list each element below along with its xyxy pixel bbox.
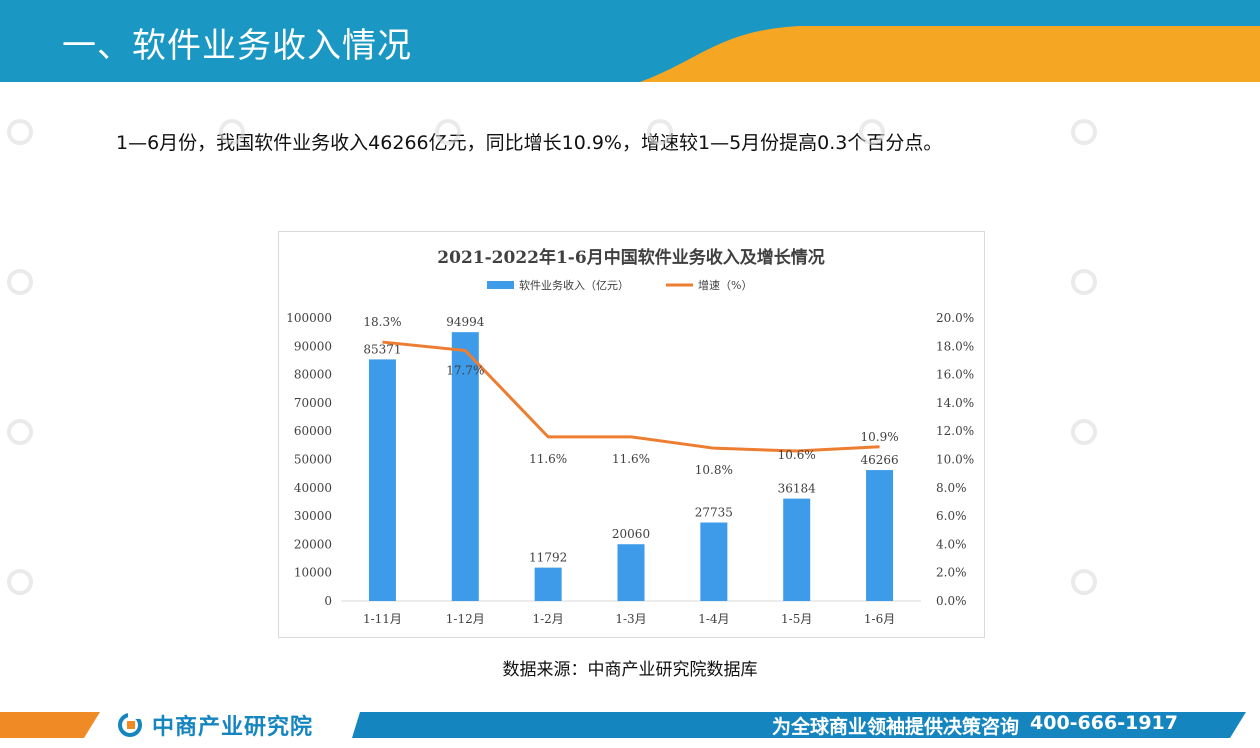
watermark-logo-icon — [7, 269, 33, 295]
line-data-label: 11.6% — [612, 452, 650, 466]
y-left-tick-label: 40000 — [294, 481, 332, 495]
watermark-logo-icon — [7, 419, 33, 445]
y-left-tick-label: 30000 — [294, 509, 332, 523]
y-right-tick-label: 0.0% — [936, 594, 967, 608]
y-right-tick-label: 18.0% — [936, 339, 974, 353]
y-left-tick-label: 10000 — [294, 566, 332, 580]
line-data-label: 10.8% — [695, 463, 733, 477]
y-right-tick-label: 8.0% — [936, 481, 967, 495]
y-left-tick-label: 100000 — [286, 311, 332, 325]
watermark-logo-icon — [1071, 119, 1097, 145]
bar-data-label: 46266 — [860, 453, 898, 467]
x-tick-label: 1-3月 — [615, 612, 646, 626]
company-logo-icon — [118, 713, 144, 737]
footer-slogan: 为全球商业领袖提供决策咨询 — [772, 716, 1020, 738]
y-right-tick-label: 2.0% — [936, 566, 967, 580]
y-left-tick-label: 50000 — [294, 453, 332, 467]
watermark-logo-icon — [1071, 569, 1097, 595]
bar-data-label: 27735 — [695, 506, 733, 520]
watermark-logo-icon — [1071, 269, 1097, 295]
y-right-tick-label: 20.0% — [936, 311, 974, 325]
line-data-label: 10.9% — [861, 430, 899, 444]
watermark-logo-icon — [7, 569, 33, 595]
legend-bar-swatch — [487, 281, 514, 289]
x-tick-label: 1-5月 — [781, 612, 812, 626]
footer-bar — [0, 706, 1260, 748]
bar — [451, 332, 479, 601]
bar-data-label: 85371 — [363, 342, 401, 356]
y-left-tick-label: 70000 — [294, 396, 332, 410]
header-banner: 一、软件业务收入情况 — [0, 0, 1260, 82]
footer-phone: 400-666-1917 — [1030, 712, 1178, 734]
bar — [368, 359, 396, 601]
bar-data-label: 36184 — [778, 482, 817, 496]
watermark-logo-icon — [1071, 419, 1097, 445]
y-left-tick-label: 90000 — [294, 339, 332, 353]
bar-data-label: 11792 — [529, 551, 567, 565]
combo-chart: 2021-2022年1-6月中国软件业务收入及增长情况 软件业务收入（亿元） 增… — [286, 247, 974, 626]
y-right-tick-label: 10.0% — [936, 453, 974, 467]
bar — [783, 498, 811, 601]
header-background — [0, 0, 1260, 82]
y-left-tick-label: 0 — [324, 594, 332, 608]
bar — [534, 567, 562, 601]
x-tick-label: 1-4月 — [698, 612, 729, 626]
y-right-tick-label: 14.0% — [936, 396, 974, 410]
x-tick-label: 1-12月 — [446, 612, 485, 626]
watermark-logo-icon — [7, 119, 33, 145]
y-right-tick-label: 6.0% — [936, 509, 967, 523]
chart-legend: 软件业务收入（亿元） 增速（%） — [487, 278, 752, 292]
y-left-tick-label: 80000 — [294, 368, 332, 382]
x-tick-label: 1-2月 — [532, 612, 563, 626]
summary-text: 1—6月份，我国软件业务收入46266亿元，同比增长10.9%，增速较1—5月份… — [116, 132, 943, 154]
line-data-label: 17.7% — [446, 364, 484, 378]
y-left-tick-label: 60000 — [294, 424, 332, 438]
footer-background — [0, 712, 1246, 738]
y-right-tick-label: 16.0% — [936, 368, 974, 382]
legend-bar-label: 软件业务收入（亿元） — [519, 278, 629, 292]
y-right-tick-label: 4.0% — [936, 537, 967, 551]
bar-data-label: 94994 — [446, 315, 485, 329]
legend-line-label: 增速（%） — [698, 278, 752, 292]
y-left-tick-label: 20000 — [294, 537, 332, 551]
bar — [700, 522, 728, 601]
bar-data-label: 20060 — [612, 527, 650, 541]
chart-title: 2021-2022年1-6月中国软件业务收入及增长情况 — [437, 247, 824, 268]
chart-container: 2021-2022年1-6月中国软件业务收入及增长情况 软件业务收入（亿元） 增… — [278, 231, 985, 638]
bar — [617, 544, 645, 601]
brand-name: 中商产业研究院 — [152, 715, 314, 740]
data-source: 数据来源：中商产业研究院数据库 — [502, 660, 758, 680]
x-tick-label: 1-11月 — [363, 612, 402, 626]
line-data-label: 18.3% — [363, 315, 401, 329]
line-data-label: 10.6% — [778, 448, 816, 462]
footer-brand: 中商产业研究院 — [116, 709, 313, 741]
page-title: 一、软件业务收入情况 — [62, 26, 412, 66]
x-tick-label: 1-6月 — [864, 612, 895, 626]
bar — [866, 470, 894, 601]
y-right-tick-label: 12.0% — [936, 424, 974, 438]
line-data-label: 11.6% — [529, 452, 567, 466]
